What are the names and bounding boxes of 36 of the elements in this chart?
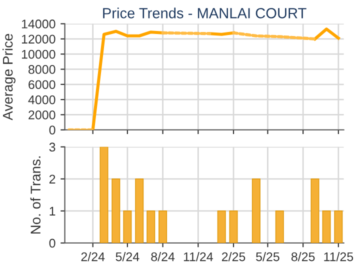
bar <box>229 210 238 243</box>
x-tick-label: 11/25 <box>324 252 354 262</box>
y-axis-title: Average Price <box>2 34 16 120</box>
y-tick-label: 3 <box>49 142 56 152</box>
x-tick-label: 8/24 <box>151 252 175 262</box>
y-tick-label: 0 <box>49 238 56 248</box>
y-tick-label: 4000 <box>28 95 56 104</box>
y-tick-label: 6000 <box>28 80 56 90</box>
y-tick-label: 1 <box>50 206 56 216</box>
chart-title: Price Trends - MANLAI COURT <box>103 8 306 18</box>
x-tick-label: 5/25 <box>256 252 280 262</box>
bar <box>123 210 132 243</box>
y-tick-label: 2000 <box>28 110 56 120</box>
x-tick-label: 5/24 <box>116 252 140 262</box>
y-tick-label: 12000 <box>22 34 56 44</box>
bar <box>334 210 343 243</box>
y-tick-label: 14000 <box>22 20 56 28</box>
bar <box>322 210 331 243</box>
bar <box>217 210 226 243</box>
y-axis-title: No. of Trans. <box>30 156 41 234</box>
y-tick-label: 2 <box>49 174 56 184</box>
bar <box>275 210 284 243</box>
bar <box>112 178 120 243</box>
x-tick-label: 8/25 <box>291 252 315 262</box>
y-tick-label: 10000 <box>22 50 56 59</box>
bar <box>252 178 260 243</box>
x-tick-label: 2/25 <box>222 252 246 262</box>
bar <box>310 178 320 243</box>
bar <box>100 146 108 243</box>
bar <box>146 210 156 243</box>
x-tick-label: 11/24 <box>184 252 213 262</box>
x-tick-label: 2/24 <box>81 252 105 262</box>
bar <box>158 210 168 243</box>
y-tick-label: 0 <box>49 126 56 135</box>
y-tick-label: 8000 <box>28 65 56 74</box>
bar <box>135 178 144 243</box>
